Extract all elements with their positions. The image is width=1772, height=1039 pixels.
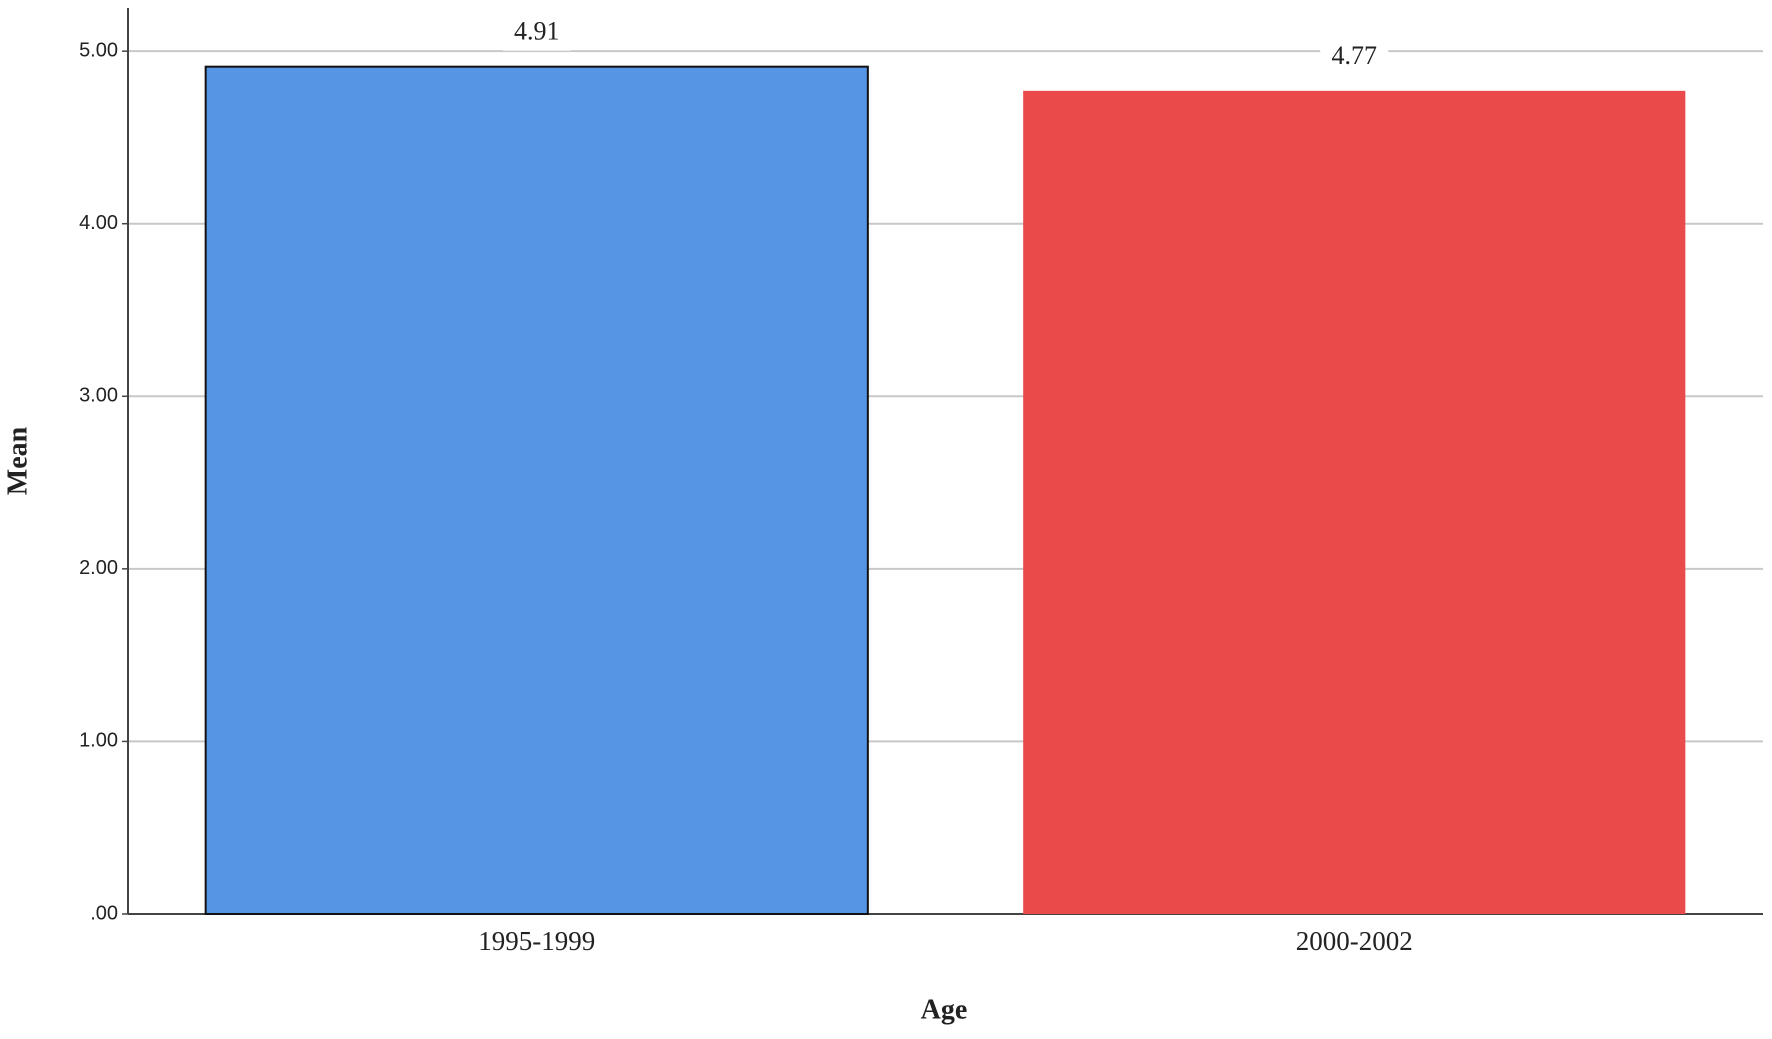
- x-axis-label: Age: [921, 994, 968, 1025]
- value-label: 4.77: [1332, 41, 1378, 70]
- x-tick-label: 2000-2002: [1296, 926, 1413, 956]
- bar: [204, 65, 869, 916]
- y-tick-label: 4.00: [79, 212, 118, 234]
- x-tick-label: 1995-1999: [478, 926, 595, 956]
- value-label-bg: [1320, 40, 1389, 75]
- bar: [1023, 90, 1686, 914]
- y-tick-label: 3.00: [79, 385, 118, 407]
- value-label-bg: [502, 16, 571, 51]
- y-tick-label: .00: [90, 902, 118, 924]
- y-tick-label: 5.00: [79, 39, 118, 61]
- y-tick-label: 1.00: [79, 730, 118, 752]
- y-tick-label: 2.00: [79, 557, 118, 579]
- value-label: 4.91: [514, 17, 560, 46]
- y-axis-label: Mean: [2, 426, 33, 495]
